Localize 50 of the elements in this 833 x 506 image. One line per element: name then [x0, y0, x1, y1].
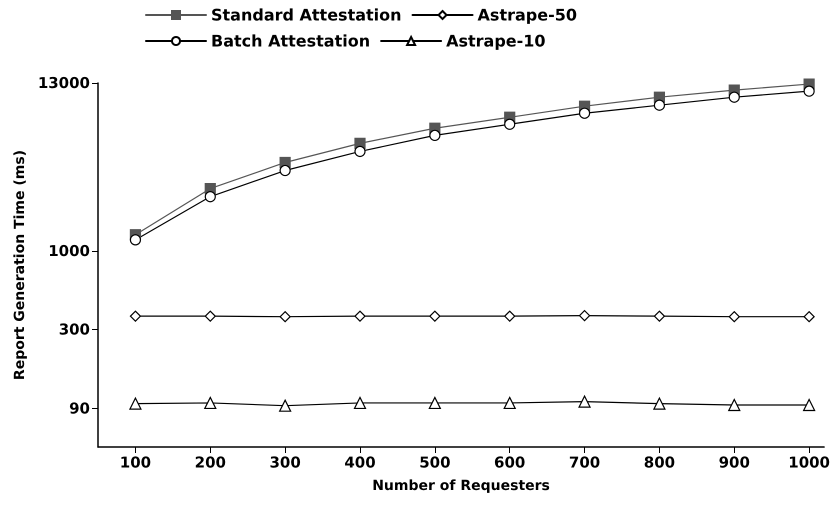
- point: [354, 396, 366, 410]
- point: [280, 164, 291, 176]
- point: [504, 310, 516, 322]
- y-axis-title: Report Generation Time (ms): [12, 150, 28, 380]
- legend-label: Standard Attestation: [211, 6, 402, 24]
- x-tick-label: 700: [568, 454, 600, 472]
- point: [728, 92, 740, 103]
- x-tick-label: 1000: [788, 454, 830, 472]
- x-tick-label: 500: [419, 454, 451, 472]
- point: [728, 398, 740, 412]
- point: [804, 86, 815, 97]
- y-tick-label: 13000: [38, 74, 90, 92]
- point: [429, 310, 440, 322]
- x-axis-title: Number of Requesters: [372, 478, 550, 494]
- y-tick-label: 1000: [48, 242, 90, 260]
- legend-label: Astrape-10: [446, 32, 546, 50]
- point: [803, 398, 816, 412]
- point: [504, 396, 516, 410]
- x-tick-label: 300: [269, 454, 301, 472]
- point: [204, 191, 216, 202]
- point: [504, 118, 516, 130]
- point: [129, 398, 142, 410]
- point: [728, 311, 740, 322]
- x-tick-label: 200: [194, 454, 226, 472]
- point: [279, 400, 292, 412]
- point: [653, 398, 666, 410]
- point: [130, 234, 142, 246]
- x-tick-label: 100: [120, 454, 152, 472]
- point: [429, 130, 440, 141]
- point: [578, 396, 591, 408]
- point: [354, 146, 366, 158]
- point: [654, 310, 666, 322]
- y-tick-label: 90: [69, 400, 90, 418]
- x-tick-label: 400: [344, 454, 376, 472]
- legend-label: Batch Attestation: [211, 32, 370, 50]
- point: [280, 311, 291, 322]
- point: [578, 108, 590, 119]
- point: [578, 310, 590, 322]
- point: [130, 310, 142, 322]
- point: [354, 310, 366, 322]
- x-tick-label: 800: [644, 454, 676, 472]
- legend-label: Astrape-50: [478, 6, 577, 24]
- point: [804, 311, 815, 322]
- point: [204, 310, 216, 322]
- y-tick-label: 300: [58, 320, 90, 339]
- point: [428, 396, 441, 410]
- point: [654, 100, 666, 111]
- x-tick-label: 900: [718, 454, 750, 472]
- point: [204, 396, 216, 410]
- x-tick-label: 600: [494, 454, 526, 472]
